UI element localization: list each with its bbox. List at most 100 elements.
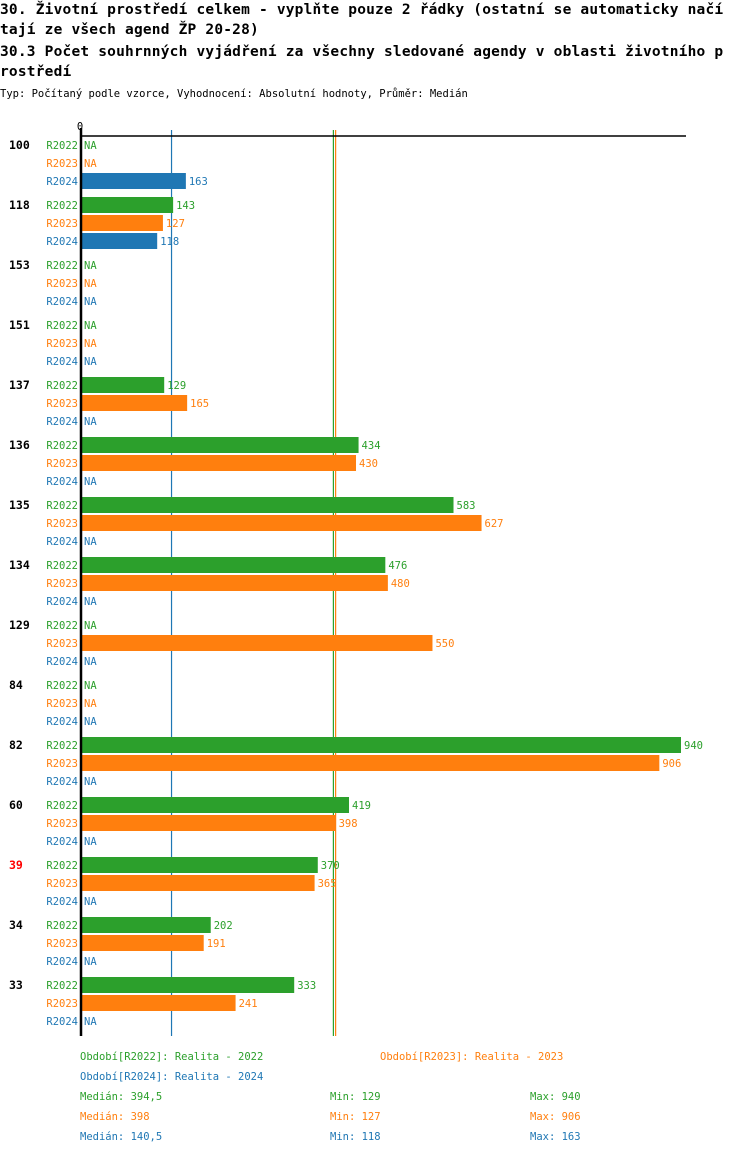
- bar: [82, 437, 359, 453]
- stat-min-r2022: Min: 129: [330, 1091, 381, 1103]
- data-label: 430: [359, 458, 378, 470]
- data-label: 434: [362, 440, 381, 452]
- data-label: 143: [176, 200, 195, 212]
- bar: [82, 455, 357, 471]
- stat-min-r2023: Min: 127: [330, 1111, 381, 1123]
- legend-period-r2023: Období[R2023]: Realita - 2023: [380, 1051, 564, 1063]
- series-label: R2023: [46, 758, 78, 770]
- series-label: R2022: [46, 800, 78, 812]
- series-label: R2023: [46, 818, 78, 830]
- series-label: R2023: [46, 698, 78, 710]
- bars-layer: 100 R2022 NA R2023 NA R2024 163 118 R2022 143 R202…: [9, 138, 703, 1028]
- bar: [82, 635, 433, 651]
- na-label: NA: [84, 476, 97, 488]
- stat-max-r2023: Max: 906: [530, 1111, 581, 1123]
- series-label: R2023: [46, 638, 78, 650]
- bar: [82, 935, 204, 951]
- na-label: NA: [84, 140, 97, 152]
- na-label: NA: [84, 260, 97, 272]
- data-label: 165: [190, 398, 209, 410]
- series-label: R2022: [46, 320, 78, 332]
- chart-subtitle-line-2: rostředí: [0, 64, 72, 80]
- bar: [82, 917, 211, 933]
- bar: [82, 797, 350, 813]
- series-label: R2022: [46, 980, 78, 992]
- data-label: 129: [167, 380, 186, 392]
- series-label: R2022: [46, 260, 78, 272]
- na-label: NA: [84, 356, 97, 368]
- series-label: R2024: [46, 836, 78, 848]
- series-label: R2023: [46, 878, 78, 890]
- data-label: 241: [239, 998, 258, 1010]
- series-label: R2024: [46, 176, 78, 188]
- series-label: R2022: [46, 920, 78, 932]
- na-label: NA: [84, 1016, 97, 1028]
- na-label: NA: [84, 716, 97, 728]
- bar: [82, 737, 681, 753]
- category-label: 100: [9, 138, 30, 152]
- na-label: NA: [84, 536, 97, 548]
- series-label: R2022: [46, 860, 78, 872]
- bar: [82, 995, 236, 1011]
- series-label: R2023: [46, 938, 78, 950]
- series-label: R2023: [46, 458, 78, 470]
- bar: [82, 197, 174, 213]
- series-label: R2024: [46, 716, 78, 728]
- stat-median-r2022: Medián: 394,5: [80, 1091, 163, 1103]
- category-label: 153: [9, 258, 30, 272]
- category-label: 60: [9, 798, 23, 812]
- bar: [82, 515, 482, 531]
- na-label: NA: [84, 296, 97, 308]
- bar: [82, 233, 158, 249]
- data-label: 476: [388, 560, 407, 572]
- x-tick-label: 0: [77, 121, 83, 133]
- series-label: R2024: [46, 956, 78, 968]
- series-label: R2024: [46, 536, 78, 548]
- series-label: R2024: [46, 236, 78, 248]
- category-label: 129: [9, 618, 30, 632]
- series-label: R2022: [46, 200, 78, 212]
- na-label: NA: [84, 836, 97, 848]
- series-label: R2023: [46, 518, 78, 530]
- series-label: R2024: [46, 296, 78, 308]
- bar: [82, 857, 318, 873]
- chart-subtitle-line-1: 30.3 Počet souhrnných vyjádření za všech…: [0, 44, 724, 60]
- na-label: NA: [84, 416, 97, 428]
- data-label: 365: [318, 878, 337, 890]
- series-label: R2023: [46, 158, 78, 170]
- series-label: R2024: [46, 656, 78, 668]
- bar: [82, 377, 165, 393]
- data-label: 118: [160, 236, 179, 248]
- category-label: 136: [9, 438, 30, 452]
- stat-median-r2024: Medián: 140,5: [80, 1131, 163, 1143]
- category-label: 118: [9, 198, 30, 212]
- legend-period-r2024: Období[R2024]: Realita - 2024: [80, 1071, 264, 1083]
- bar: [82, 215, 163, 231]
- series-label: R2022: [46, 560, 78, 572]
- bar: [82, 977, 295, 993]
- data-label: 419: [352, 800, 371, 812]
- na-label: NA: [84, 338, 97, 350]
- data-label: 940: [684, 740, 703, 752]
- series-label: R2024: [46, 356, 78, 368]
- series-label: R2024: [46, 1016, 78, 1028]
- series-label: R2022: [46, 500, 78, 512]
- stat-max-r2024: Max: 163: [530, 1131, 581, 1143]
- na-label: NA: [84, 698, 97, 710]
- bar: [82, 395, 188, 411]
- series-label: R2023: [46, 998, 78, 1010]
- stat-median-r2023: Medián: 398: [80, 1111, 150, 1123]
- bar: [82, 755, 660, 771]
- series-label: R2024: [46, 896, 78, 908]
- na-label: NA: [84, 896, 97, 908]
- bar-chart: 100 R2022 NA R2023 NA R2024 163 118 R2022 143 R202…: [9, 121, 703, 1036]
- bar: [82, 497, 454, 513]
- category-label: 33: [9, 978, 23, 992]
- category-label: 34: [9, 918, 23, 932]
- chart-title-line-1: 30. Životní prostředí celkem - vyplňte p…: [0, 2, 724, 18]
- series-label: R2022: [46, 680, 78, 692]
- bar: [82, 557, 386, 573]
- na-label: NA: [84, 620, 97, 632]
- series-label: R2023: [46, 218, 78, 230]
- na-label: NA: [84, 158, 97, 170]
